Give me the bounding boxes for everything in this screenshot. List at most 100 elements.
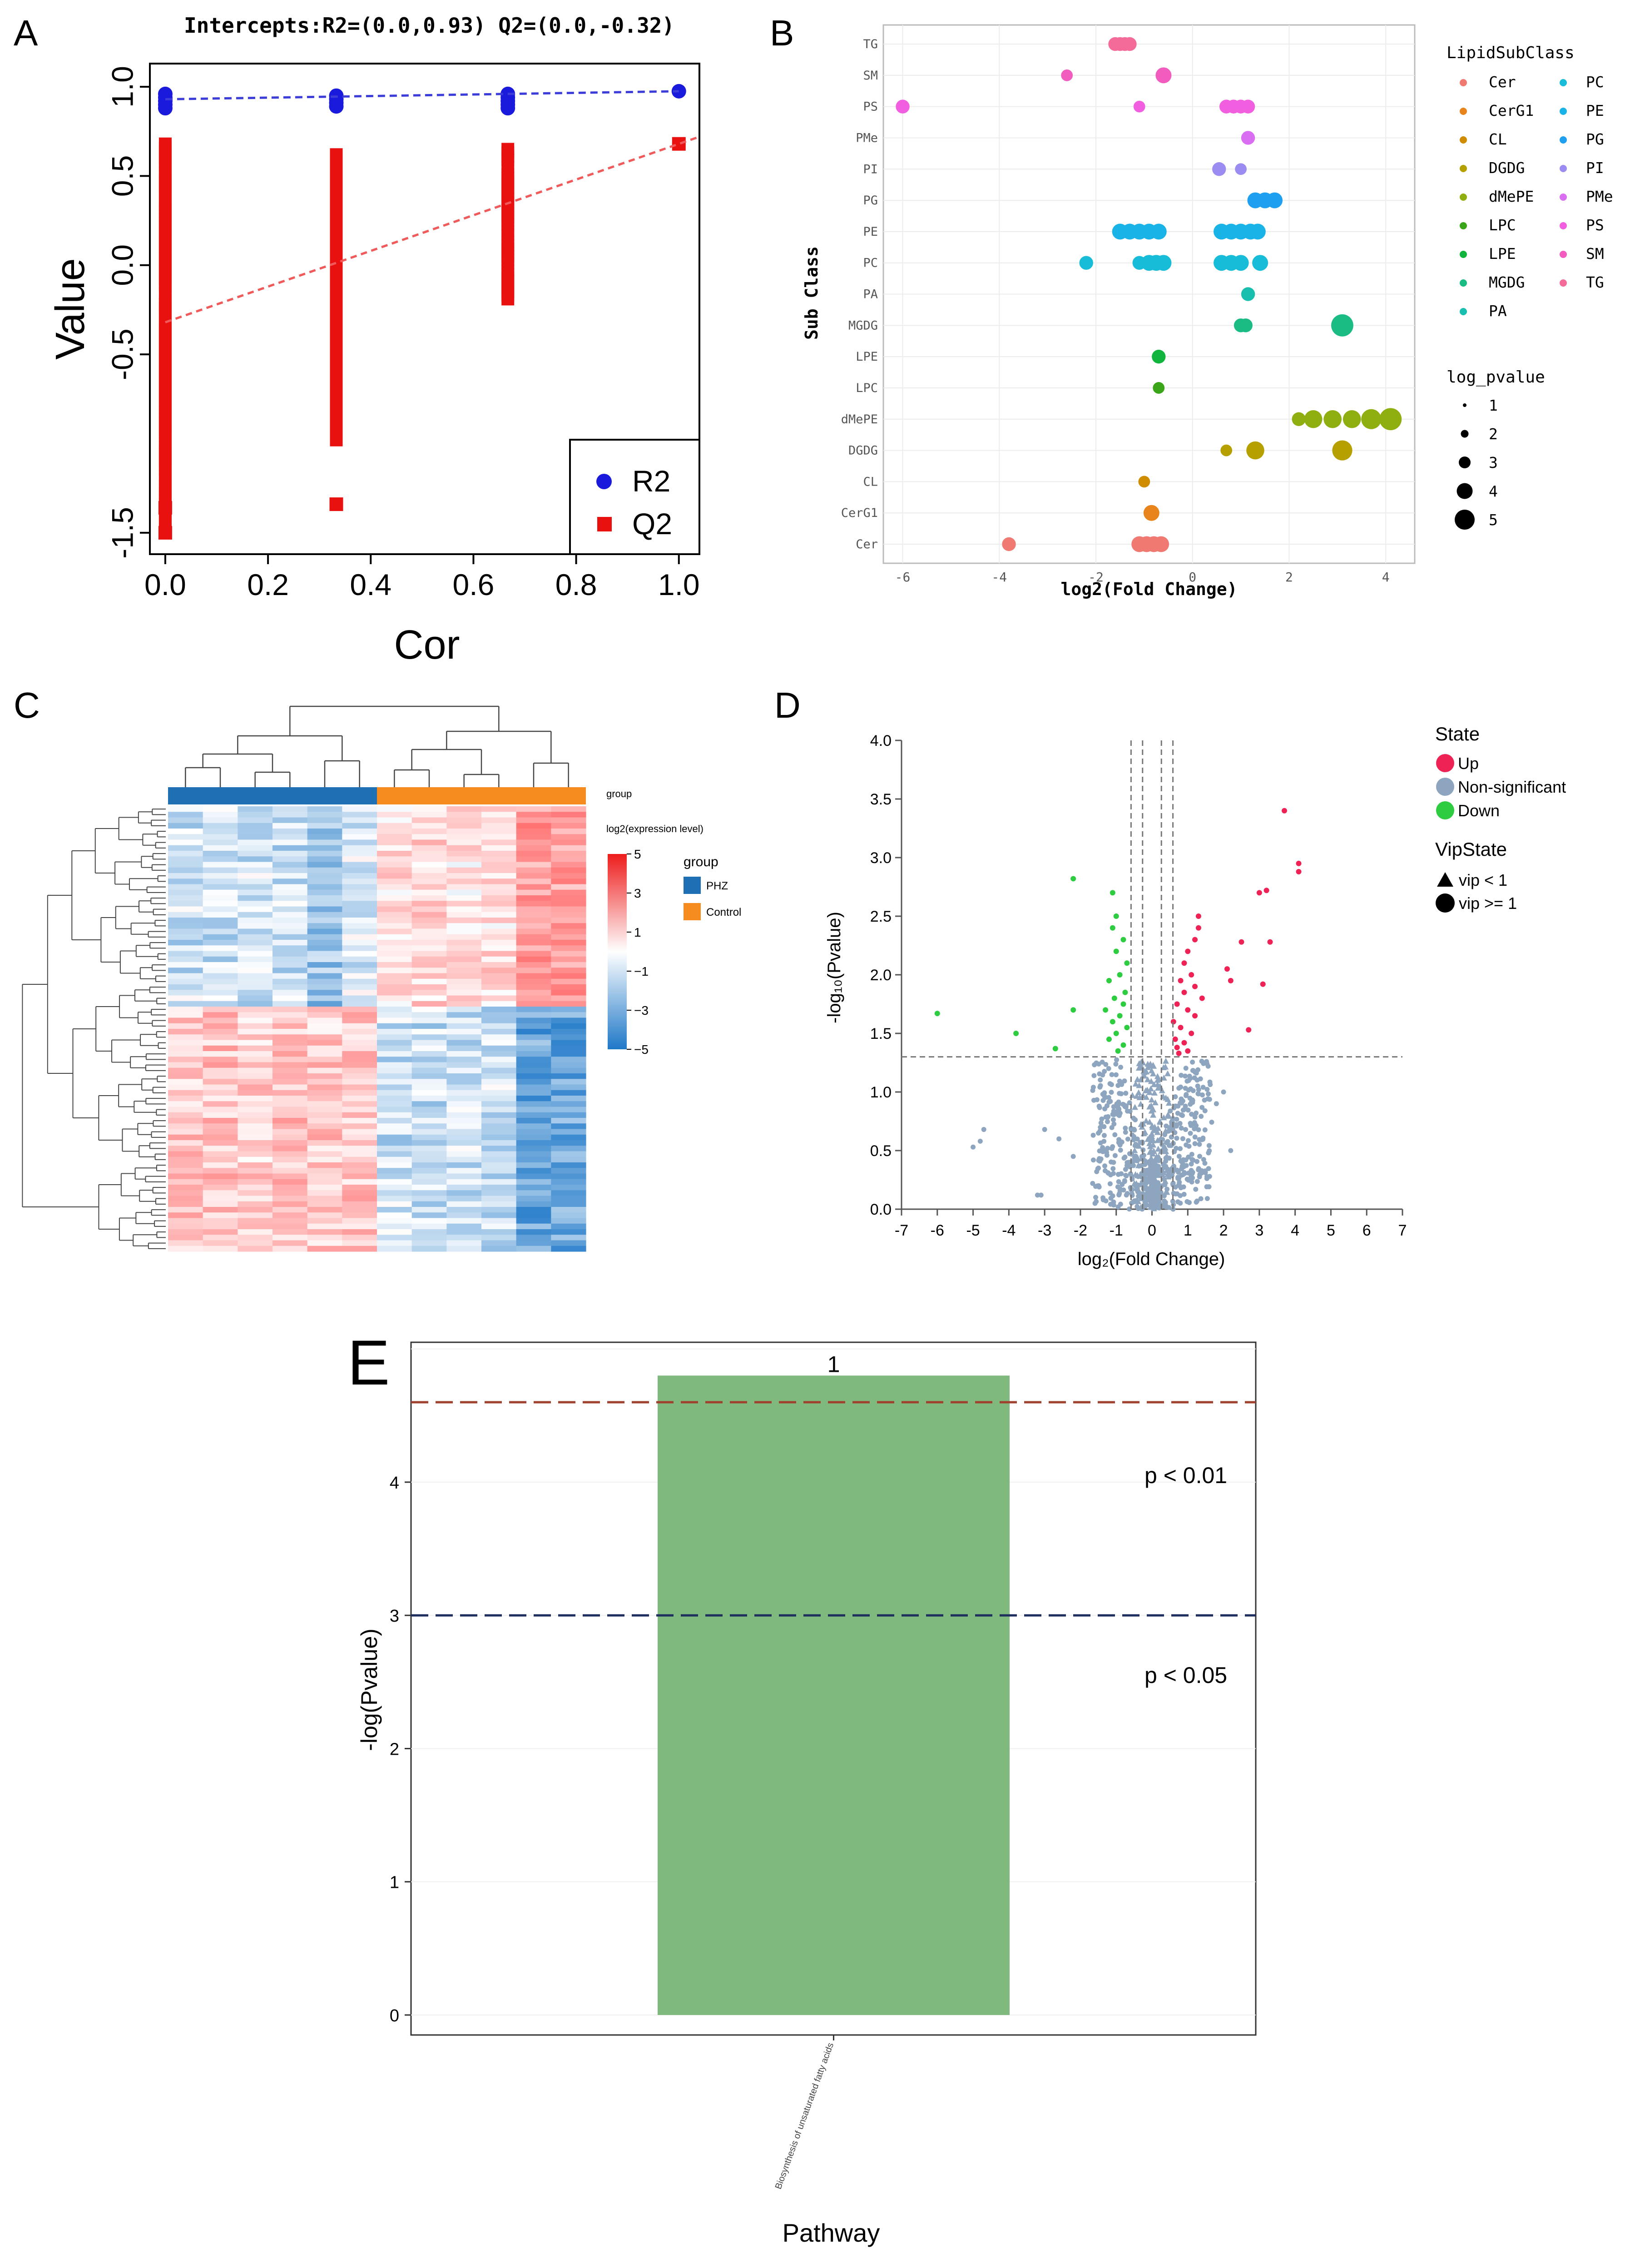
- heatmap-cell: [411, 934, 447, 940]
- heatmap-cell: [238, 878, 273, 885]
- heatmap-cell: [272, 1156, 308, 1163]
- panel-c-column-dendrogram: [185, 705, 569, 787]
- heatmap-cell: [307, 1045, 342, 1052]
- b-xtick-label: -4: [991, 570, 1007, 585]
- d-ns-point: [1163, 1188, 1170, 1194]
- legend-down-label: Down: [1458, 801, 1500, 820]
- d-ns-point: [1175, 1199, 1181, 1205]
- heatmap-cell: [551, 1179, 586, 1185]
- d-up-point: [1172, 1036, 1178, 1042]
- d-ns-point: [1150, 1112, 1157, 1118]
- heatmap-cell: [481, 1235, 517, 1241]
- heatmap-cell: [272, 1057, 308, 1063]
- heatmap-cell: [481, 962, 517, 968]
- heatmap-cell: [551, 1246, 586, 1252]
- d-ns-point: [1123, 1103, 1129, 1109]
- heatmap-cell: [203, 851, 238, 857]
- d-ns-point: [1102, 1090, 1107, 1096]
- heatmap-cell: [481, 806, 517, 812]
- heatmap-cell: [168, 978, 203, 985]
- heatmap-cell: [377, 1029, 412, 1035]
- d-ns-point: [1107, 1181, 1113, 1186]
- heatmap-cell: [516, 1168, 551, 1174]
- b-size-legend-label: 1: [1489, 397, 1498, 414]
- d-up-point: [1263, 888, 1269, 893]
- heatmap-cell: [238, 856, 273, 863]
- d-ns-point: [1108, 1172, 1113, 1177]
- d-ns-point: [1169, 1173, 1175, 1178]
- heatmap-cell: [342, 834, 377, 840]
- heatmap-cell: [203, 1168, 238, 1174]
- d-ns-point: [1149, 1133, 1155, 1139]
- heatmap-cell: [342, 856, 377, 863]
- heatmap-cell: [342, 1084, 377, 1091]
- heatmap-cell: [481, 956, 517, 963]
- heatmap-cell: [411, 1062, 447, 1068]
- d-ns-point: [1128, 1126, 1134, 1131]
- heatmap-cell: [307, 912, 342, 918]
- heatmap-cell: [446, 1101, 482, 1107]
- heatmap-cell: [168, 1156, 203, 1163]
- d-ns-point: [1170, 1181, 1175, 1186]
- d-xtick-label: -6: [931, 1222, 944, 1239]
- heatmap-cell: [446, 878, 482, 885]
- heatmap-cell: [238, 1240, 273, 1246]
- heatmap-cell: [377, 834, 412, 840]
- b-point-pi: [1235, 163, 1247, 175]
- heatmap-cell: [516, 973, 551, 979]
- heatmap-cell: [551, 851, 586, 857]
- d-ns-point: [1132, 1143, 1138, 1148]
- heatmap-cell: [168, 1062, 203, 1068]
- heatmap-cell: [551, 940, 586, 946]
- heatmap-cell: [342, 878, 377, 885]
- heatmap-cell: [516, 873, 551, 879]
- heatmap-cell: [551, 806, 586, 812]
- d-ns-point: [977, 1138, 983, 1144]
- heatmap-cell: [481, 1212, 517, 1219]
- d-xtick-label: 7: [1398, 1222, 1407, 1239]
- panel-d-legend-state-title: State: [1435, 723, 1480, 744]
- heatmap-cell: [238, 1045, 273, 1052]
- heatmap-cell: [516, 1185, 551, 1191]
- heatmap-cell: [411, 1017, 447, 1024]
- d-ns-point: [1147, 1192, 1153, 1198]
- panel-b-legend: LipidSubClass CerCerG1CLDGDGdMePELPCLPEM…: [1447, 44, 1613, 530]
- heatmap-cell: [168, 1207, 203, 1213]
- d-ns-point: [1186, 1144, 1192, 1149]
- d-down-point: [1113, 913, 1119, 919]
- d-ns-point: [1166, 1205, 1171, 1210]
- d-ns-point: [1149, 1122, 1155, 1129]
- c-scale-tick-label: 1: [634, 925, 641, 939]
- b-legend-label: PMe: [1586, 188, 1613, 205]
- d-ns-point: [1118, 1147, 1123, 1153]
- heatmap-cell: [446, 1229, 482, 1235]
- heatmap-cell: [446, 873, 482, 879]
- heatmap-cell: [481, 1218, 517, 1224]
- d-ns-point: [1192, 1134, 1198, 1140]
- heatmap-cell: [551, 923, 586, 929]
- heatmap-cell: [551, 1146, 586, 1152]
- d-ns-point: [1185, 1138, 1191, 1143]
- heatmap-cell: [516, 1246, 551, 1252]
- heatmap-cell: [272, 928, 308, 935]
- d-ns-point: [1123, 1166, 1128, 1172]
- heatmap-cell: [238, 1012, 273, 1018]
- heatmap-cell: [238, 1079, 273, 1085]
- heatmap-cell: [516, 829, 551, 834]
- heatmap-cell: [377, 856, 412, 863]
- d-ns-point: [1198, 1076, 1203, 1082]
- d-down-point: [1110, 925, 1115, 931]
- r2-point: [500, 101, 515, 116]
- heatmap-cell: [203, 1029, 238, 1035]
- d-up-point: [1246, 1027, 1252, 1033]
- panel-c-scale-title: log2(expression level): [606, 823, 704, 834]
- d-ns-point: [1144, 1064, 1151, 1070]
- heatmap-cell: [168, 1079, 203, 1085]
- d-ns-point: [1169, 1116, 1175, 1122]
- panel-a-legend: R2 Q2: [569, 439, 700, 555]
- heatmap-cell: [377, 1207, 412, 1213]
- heatmap-cell: [238, 973, 273, 979]
- heatmap-cell: [377, 829, 412, 834]
- heatmap-cell: [551, 990, 586, 996]
- d-ns-point: [1125, 1136, 1130, 1142]
